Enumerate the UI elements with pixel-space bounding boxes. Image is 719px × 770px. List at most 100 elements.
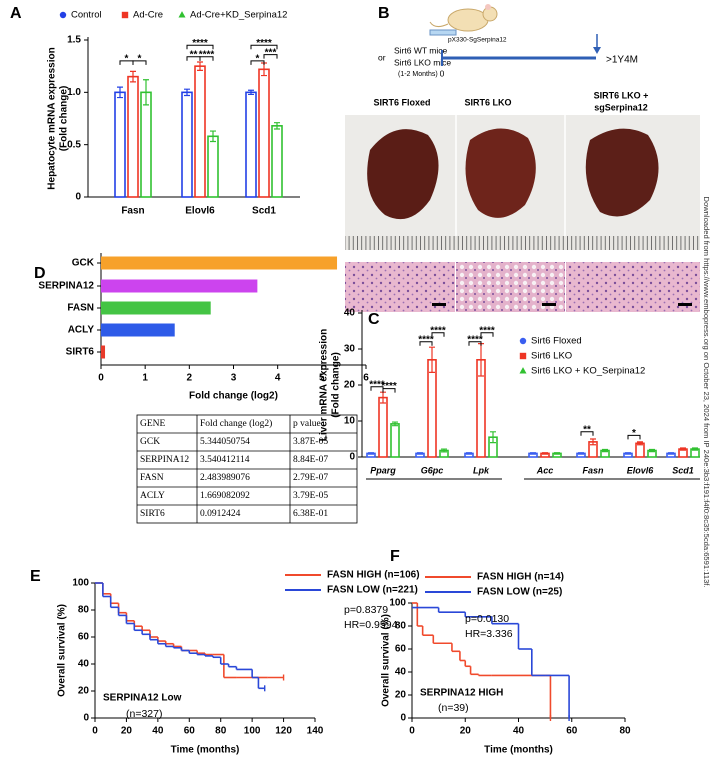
table-cell: 2.79E-07 [293,473,328,483]
x-tick-label: Scd1 [672,465,694,475]
legend-label: FASN HIGH (n=14) [477,572,564,583]
significance-label: * [125,54,129,65]
bar [390,423,400,458]
timeline-arrowhead [593,47,601,54]
x-axis-label: Fold change (log2) [189,391,278,402]
bar [140,91,152,198]
x-tick-label: 0 [98,373,104,384]
significance-label: * [138,54,142,65]
table-header: p value [293,419,321,429]
significance-label: * [256,54,260,65]
annotation: p=0.0130 [465,613,509,625]
y-tick-label: 20 [395,690,407,701]
error-bar [490,431,496,444]
y-tick-label: 0 [400,713,406,724]
table-header: GENE [140,419,166,429]
table-cell: 1.669082092 [200,491,250,501]
y-tick-label: 80 [395,621,407,632]
error-bar [542,452,548,455]
error-bar [441,448,447,453]
x-tick-label: 20 [460,726,472,737]
significance-label: **** [467,334,483,345]
error-bar [530,452,536,455]
error-bar [417,452,423,455]
group-label: SIRT6 LKO + [594,90,649,100]
injection-label: pX330-SgSerpina12 [448,37,507,44]
x-tick-label: 1 [142,373,148,384]
table-cell: FASN [140,473,164,483]
legend-label: Control [71,10,102,21]
y-tick-label: 10 [344,416,356,427]
legend-marker [519,352,527,360]
x-tick-label: Fasn [582,465,604,475]
x-tick-label: 60 [566,726,578,737]
age-label: (1-2 Months) [398,71,438,78]
panel-letter: B [378,5,390,22]
table-header: Fold change (log2) [200,418,272,429]
table-cell: GCK [140,437,160,447]
error-bar [429,346,435,373]
significance-label: **** [192,38,208,49]
x-tick-label: 5 [319,373,325,384]
legend-label: Sirt6 Floxed [531,336,582,347]
bar [101,345,106,359]
histology [566,262,700,312]
bar [194,65,206,198]
x-tick-label: 0 [409,726,415,737]
ruler [345,236,700,250]
error-bar [274,122,280,130]
x-tick-label: Lpk [473,465,490,475]
y-axis-label: (Fold change) [331,352,342,418]
x-tick-label: 80 [619,726,631,737]
significance-label: **** [369,379,385,390]
group-label: sgSerpina12 [594,102,648,112]
x-tick-label: Elovl6 [627,465,655,475]
legend-label: Ad-Cre+KD_Serpina12 [190,10,287,21]
error-bar [602,448,608,453]
panel-letter: A [10,5,22,22]
x-tick-label: 3 [231,373,237,384]
x-tick-label: 4 [275,373,281,384]
y-tick-label: 40 [344,308,356,319]
mice-label: Sirt6 WT mice [394,45,447,55]
annotation: HR=3.336 [465,628,513,640]
significance-label: **** [256,38,272,49]
legend-marker [59,11,67,19]
y-tick-label: GCK [72,258,95,269]
significance-bracket [382,388,396,393]
significance-bracket [627,434,641,440]
panel-letter: E [30,568,41,585]
y-axis-label: Overall survival (%) [381,614,392,707]
significance-bracket [419,341,433,346]
error-bar [197,61,203,71]
y-axis-label: Liver mRNA expression [319,329,330,441]
error-bar [578,452,584,455]
bar [101,279,258,293]
y-tick-label: 0 [83,713,89,724]
error-bar [625,452,631,455]
bar [271,125,283,198]
x-tick-label: Acc [536,465,554,475]
x-tick-label: 0 [92,726,98,737]
x-tick-label: 40 [513,726,525,737]
x-tick-label: 20 [121,726,133,737]
significance-label: **** [381,381,397,392]
error-bar [392,421,398,427]
download-note: Downloaded from https://www.embopress.or… [702,196,711,587]
legend-marker [519,337,527,345]
y-tick-label: SERPINA12 [38,281,94,292]
bar [181,91,193,198]
y-tick-label: SIRT6 [66,347,95,358]
y-axis-label: (Fold change) [59,86,70,152]
significance-label: **** [418,334,434,345]
group-label: SIRT6 LKO [464,97,511,107]
significance-bracket [250,44,278,50]
bar [127,75,139,198]
y-tick-label: 1.0 [67,87,81,98]
error-bar [368,452,374,455]
bar [207,135,219,198]
x-tick-label: 120 [275,726,292,737]
x-tick-label: 40 [152,726,164,737]
legend-label: FASN LOW (n=221) [327,585,418,596]
bar [101,323,175,337]
